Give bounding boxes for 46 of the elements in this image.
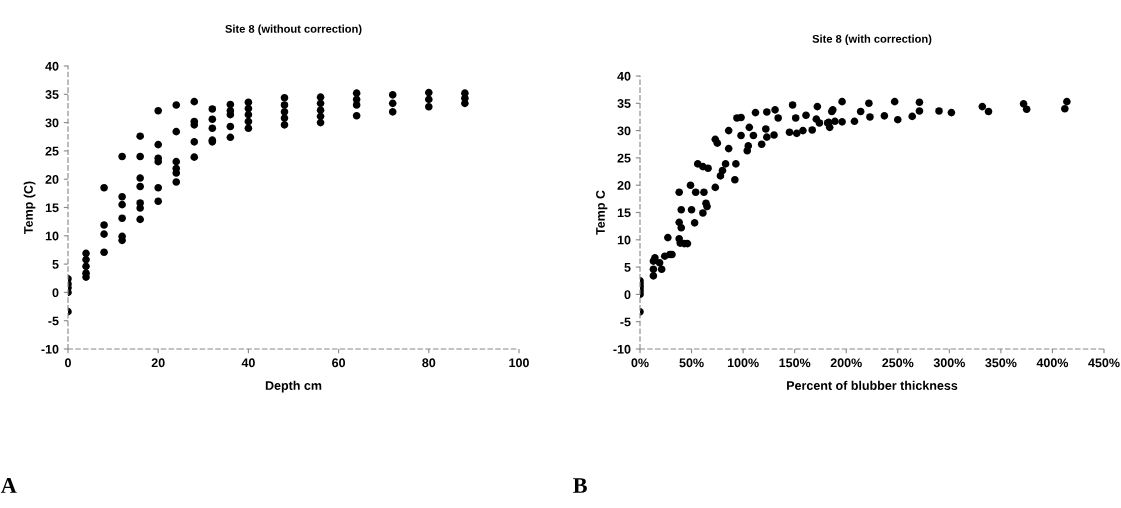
y-axis-title: Temp (C) bbox=[23, 181, 36, 234]
x-tick-label: 400% bbox=[1036, 358, 1069, 368]
x-tick-label: 0% bbox=[631, 358, 649, 368]
x-axis-title: Depth cm bbox=[265, 380, 322, 393]
y-tick-label: -5 bbox=[48, 316, 59, 326]
y-tick-label: 40 bbox=[45, 61, 59, 71]
y-tick-label: 25 bbox=[45, 146, 59, 156]
text: A bbox=[0, 478, 17, 493]
x-tick-label: 80 bbox=[422, 358, 436, 368]
y-tick-label: 15 bbox=[45, 203, 59, 213]
x-tick-label: 300% bbox=[933, 358, 965, 368]
y-tick-label: 10 bbox=[45, 231, 59, 241]
y-tick-label: 5 bbox=[624, 263, 631, 272]
chart-title: Site 8 (without correction) bbox=[225, 24, 362, 35]
x-tick-label: 100% bbox=[727, 358, 759, 368]
chart-title: Site 8 (with correction) bbox=[812, 34, 932, 45]
y-tick-label: 10 bbox=[617, 235, 631, 245]
y-tick-label: 0 bbox=[52, 288, 59, 298]
y-tick-label: -5 bbox=[620, 317, 631, 327]
y-tick-label: -10 bbox=[613, 344, 631, 354]
x-tick-label: 60 bbox=[332, 358, 346, 368]
y-tick-label: 25 bbox=[617, 153, 631, 163]
y-tick-label: 20 bbox=[617, 181, 631, 190]
x-axis-title: Percent of blubber thickness bbox=[787, 380, 958, 390]
y-tick-label: 15 bbox=[617, 208, 631, 218]
x-tick-label: 100 bbox=[509, 358, 529, 368]
y-tick-label: 30 bbox=[617, 126, 631, 136]
y-tick-label: 0 bbox=[624, 290, 631, 300]
x-tick-label: 20 bbox=[151, 358, 165, 368]
y-tick-label: 20 bbox=[45, 175, 59, 184]
x-tick-label: 40 bbox=[241, 358, 255, 368]
text: B bbox=[573, 478, 587, 493]
x-tick-label: 200% bbox=[830, 358, 862, 368]
y-tick-label: 40 bbox=[617, 71, 631, 81]
y-tick-label: 35 bbox=[617, 99, 631, 108]
y-tick-label: -10 bbox=[41, 344, 59, 354]
y-tick-label: 5 bbox=[52, 260, 59, 269]
x-tick-label: 50% bbox=[679, 358, 704, 368]
x-tick-label: 450% bbox=[1088, 358, 1120, 368]
y-tick-label: 35 bbox=[45, 90, 59, 99]
x-tick-label: 350% bbox=[985, 358, 1017, 368]
x-tick-label: 150% bbox=[779, 358, 811, 368]
x-tick-label: 250% bbox=[882, 358, 914, 368]
y-tick-label: 30 bbox=[45, 118, 59, 128]
y-axis-title: Temp C bbox=[596, 190, 608, 235]
x-tick-label: 0 bbox=[65, 358, 71, 368]
